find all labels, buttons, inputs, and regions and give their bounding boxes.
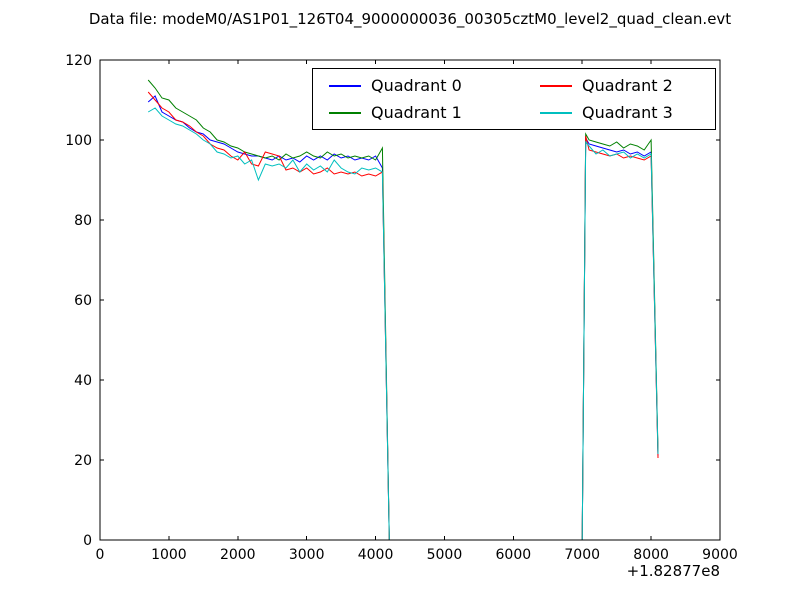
series-line-quadrant-0 (147, 95, 659, 541)
legend-line-sample-quadrant-1 (329, 111, 361, 114)
y-tick-label: 40 (74, 373, 92, 389)
x-axis-offset-label: +1.82877e8 (626, 562, 720, 580)
legend-item-quadrant-3: Quadrant 3 (540, 102, 699, 122)
legend-line-sample-quadrant-0 (329, 84, 361, 87)
x-tick-label: 6000 (496, 547, 532, 563)
x-tick-label: 0 (96, 547, 105, 563)
y-tick-label: 20 (74, 453, 92, 469)
chart-title: Data file: modeM0/AS1P01_126T04_90000000… (88, 10, 732, 28)
legend-label-quadrant-2: Quadrant 2 (582, 75, 673, 95)
x-tick-label: 5000 (427, 547, 463, 563)
y-tick-label: 80 (74, 213, 92, 229)
legend: Quadrant 0 Quadrant 1 Quadrant 2 Quadran… (312, 68, 716, 130)
x-tick-label: 1000 (151, 547, 187, 563)
series-line-quadrant-2 (147, 91, 659, 541)
y-tick-label: 100 (65, 133, 92, 149)
series-line-quadrant-3 (147, 107, 659, 541)
x-tick-label: 9000 (702, 547, 738, 563)
y-tick-label: 60 (74, 293, 92, 309)
legend-line-sample-quadrant-2 (540, 84, 572, 87)
legend-item-quadrant-1: Quadrant 1 (329, 102, 488, 122)
x-tick-label: 3000 (289, 547, 325, 563)
axes-frame (99, 59, 721, 541)
y-tick-label: 120 (65, 53, 92, 69)
legend-column-2: Quadrant 2 Quadrant 3 (540, 75, 699, 122)
legend-label-quadrant-1: Quadrant 1 (371, 102, 462, 122)
legend-label-quadrant-0: Quadrant 0 (371, 75, 462, 95)
legend-line-sample-quadrant-3 (540, 111, 572, 114)
legend-item-quadrant-2: Quadrant 2 (540, 75, 699, 95)
legend-item-quadrant-0: Quadrant 0 (329, 75, 488, 95)
y-tick-label: 0 (83, 533, 92, 549)
legend-column-1: Quadrant 0 Quadrant 1 (329, 75, 488, 122)
x-tick-label: 7000 (564, 547, 600, 563)
x-tick-label: 4000 (358, 547, 394, 563)
x-tick-label: 8000 (633, 547, 669, 563)
series-line-quadrant-1 (147, 79, 659, 541)
legend-label-quadrant-3: Quadrant 3 (582, 102, 673, 122)
x-tick-label: 2000 (220, 547, 256, 563)
